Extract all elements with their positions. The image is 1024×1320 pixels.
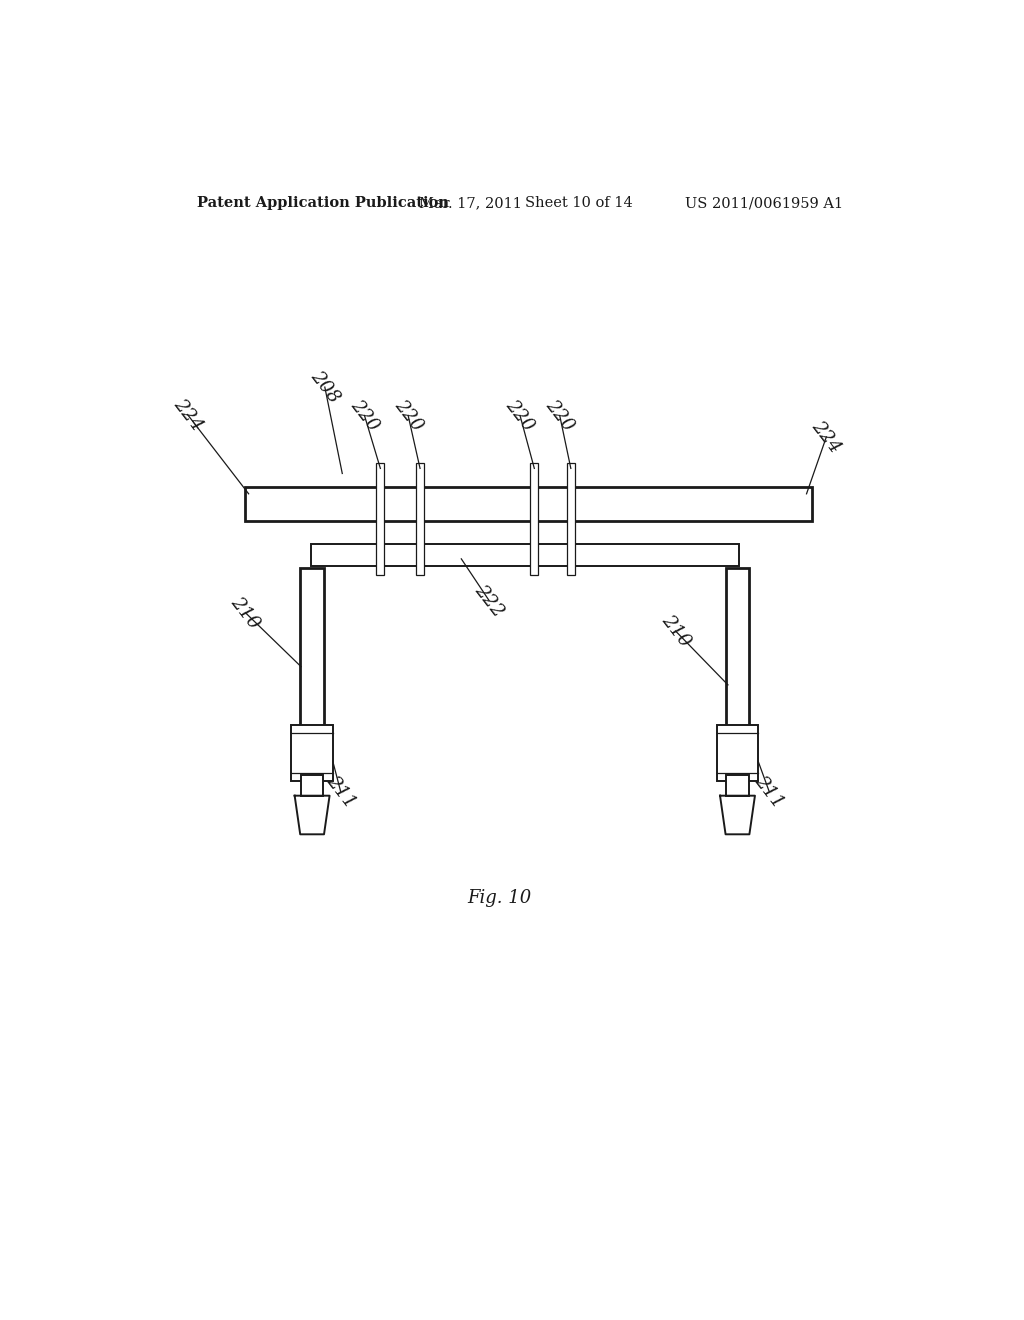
Text: 222: 222 xyxy=(471,581,507,620)
Text: 220: 220 xyxy=(347,396,382,434)
Text: 220: 220 xyxy=(390,396,426,434)
Bar xyxy=(301,775,324,796)
Bar xyxy=(292,725,333,781)
Text: 208: 208 xyxy=(307,367,343,407)
Bar xyxy=(726,568,750,727)
Text: Fig. 10: Fig. 10 xyxy=(467,890,531,907)
Text: 224: 224 xyxy=(808,417,845,457)
Text: Sheet 10 of 14: Sheet 10 of 14 xyxy=(524,195,633,210)
Text: 224: 224 xyxy=(169,395,206,434)
Text: Patent Application Publication: Patent Application Publication xyxy=(197,195,450,210)
Bar xyxy=(416,463,424,576)
Text: 211: 211 xyxy=(752,772,787,812)
Text: US 2011/0061959 A1: US 2011/0061959 A1 xyxy=(685,195,843,210)
Text: 211: 211 xyxy=(323,772,358,812)
Bar xyxy=(726,775,749,796)
Text: 210: 210 xyxy=(657,611,693,651)
Bar xyxy=(310,544,739,566)
Text: 220: 220 xyxy=(542,396,578,434)
Bar xyxy=(567,463,574,576)
Bar xyxy=(530,463,539,576)
Bar xyxy=(717,725,758,781)
Bar xyxy=(246,487,812,521)
Text: 220: 220 xyxy=(503,396,538,434)
Text: Mar. 17, 2011: Mar. 17, 2011 xyxy=(419,195,522,210)
Text: 210: 210 xyxy=(227,593,263,632)
Bar xyxy=(300,568,324,727)
Bar xyxy=(377,463,384,576)
